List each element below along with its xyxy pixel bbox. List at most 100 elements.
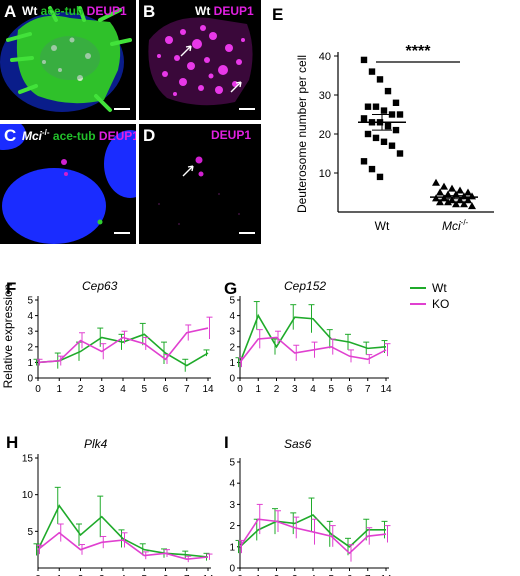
x-tick-label: 2 — [78, 574, 84, 576]
data-point — [368, 165, 376, 173]
y-tick-label: 40 — [319, 51, 331, 63]
data-point — [460, 200, 468, 208]
y-tick-label: 4 — [229, 311, 235, 322]
data-point — [368, 68, 376, 75]
y-tick-label: 1 — [27, 358, 33, 369]
micrograph-d: D DEUP1 — [139, 124, 261, 244]
series-line-ko — [37, 327, 209, 364]
micrograph-a-image — [0, 6, 132, 112]
chart-title: Cep63 — [82, 279, 118, 293]
x-tick-label: 1 — [255, 574, 261, 576]
x-tick-label: 6 — [163, 574, 169, 576]
data-point — [364, 130, 372, 138]
x-tick-label: 6 — [347, 384, 353, 395]
data-point — [432, 178, 440, 186]
y-tick-label: 2 — [229, 521, 235, 532]
data-point — [444, 198, 452, 206]
micrograph-c-label: Mci-/- ace-tub DEUP1 — [22, 128, 136, 143]
x-tick-label: 2 — [78, 384, 84, 395]
scale-bar — [239, 108, 255, 110]
x-tick-label: 1 — [56, 384, 62, 395]
x-tick-label: 0 — [35, 384, 41, 395]
x-tick-label: 0 — [237, 384, 243, 395]
data-point — [364, 103, 372, 110]
panel-letter-b: B — [143, 2, 156, 21]
x-tick-label: 6 — [163, 384, 169, 395]
data-point — [380, 138, 388, 145]
data-point — [380, 107, 388, 114]
x-tick-label: 7 — [365, 384, 371, 395]
series-line-ko — [239, 336, 387, 363]
chart-i: I Sas6 0 1 2 3 4 5 0 1 2 3 4 5 6 7 14 — [224, 433, 392, 576]
x-tick-label: Wt — [375, 219, 390, 233]
data-point — [456, 196, 464, 204]
y-tick-label: 5 — [229, 296, 235, 307]
y-tick-label: 2 — [27, 342, 33, 353]
data-point — [436, 188, 444, 196]
x-tick-label: 4 — [120, 384, 126, 395]
panel-letter-i: I — [224, 433, 229, 452]
data-point — [464, 188, 472, 196]
x-tick-label: 7 — [184, 574, 190, 576]
y-tick-label: 10 — [319, 168, 331, 180]
y-tick-label: 3 — [229, 327, 235, 338]
data-point — [436, 198, 444, 206]
panel-letter-f: F — [6, 279, 16, 298]
micrograph-a-label: Wt ace-tub DEUP1 — [22, 4, 127, 18]
chart-g: G Cep152 0 1 2 3 4 5 0 1 2 3 4 5 6 7 14 Wt KO — [224, 279, 449, 395]
chart-title: Plk4 — [84, 437, 108, 451]
data-point — [384, 123, 392, 130]
data-point — [452, 200, 460, 208]
legend-label: KO — [432, 297, 449, 311]
y-tick-label: 20 — [319, 129, 331, 141]
data-point — [464, 196, 472, 204]
x-tick-label: 1 — [255, 384, 261, 395]
x-tick-label: 7 — [365, 574, 371, 576]
data-point — [360, 56, 368, 64]
data-point — [396, 150, 404, 157]
series-line-wt — [37, 333, 209, 367]
panel-letter-d: D — [143, 126, 156, 145]
data-point — [396, 111, 404, 118]
micrograph-b: B Wt DEUP1 — [139, 0, 261, 120]
y-tick-label: 1 — [229, 358, 235, 369]
chart-title: Sas6 — [284, 437, 312, 451]
panel-letter-c: C — [4, 126, 17, 145]
x-tick-label: 7 — [184, 384, 190, 395]
y-tick-label: 3 — [229, 500, 235, 511]
legend-label: Wt — [432, 281, 447, 295]
data-point — [392, 126, 400, 134]
x-tick-label: 2 — [274, 574, 280, 576]
x-tick-label: 5 — [141, 574, 147, 576]
y-tick-label: 4 — [27, 311, 33, 322]
y-tick-label: 3 — [27, 327, 33, 338]
scale-bar — [114, 108, 130, 110]
micrograph-d-label: DEUP1 — [211, 128, 252, 142]
x-tick-label: 6 — [347, 574, 353, 576]
y-tick-label: 0 — [229, 564, 235, 575]
data-point — [448, 184, 456, 192]
x-tick-label: 4 — [310, 384, 316, 395]
data-point — [392, 99, 400, 106]
y-tick-label: 0 — [27, 374, 33, 385]
data-point — [372, 134, 380, 142]
chart-h: H Plk4 5 10 15 0 1 2 3 4 5 6 7 14 — [6, 433, 214, 576]
chart-f: F Cep63 0 1 2 3 4 5 0 1 2 3 4 5 6 7 14 Relative expressio… — [1, 279, 214, 395]
y-tick-label: 5 — [27, 527, 33, 538]
x-tick-label: 2 — [274, 384, 280, 395]
panel-letter-g: G — [224, 279, 237, 298]
series-line-ko — [37, 531, 209, 561]
data-point — [360, 115, 368, 122]
x-tick-label: 5 — [328, 574, 334, 576]
y-tick-label: 5 — [27, 296, 33, 307]
data-point — [376, 173, 384, 181]
panel-letter-e: E — [272, 5, 283, 24]
scale-bar — [114, 232, 130, 234]
x-tick-label: 5 — [328, 384, 334, 395]
x-tick-label: Mci-/- — [442, 218, 469, 233]
x-tick-label: 14 — [202, 574, 214, 576]
y-tick-label: 15 — [22, 454, 34, 465]
series-line-ko — [239, 518, 387, 555]
micrograph-b-label: Wt DEUP1 — [195, 4, 254, 18]
chart-e: E 10 20 30 40 Deuterosome number per cell Wt Mc… — [272, 5, 494, 233]
